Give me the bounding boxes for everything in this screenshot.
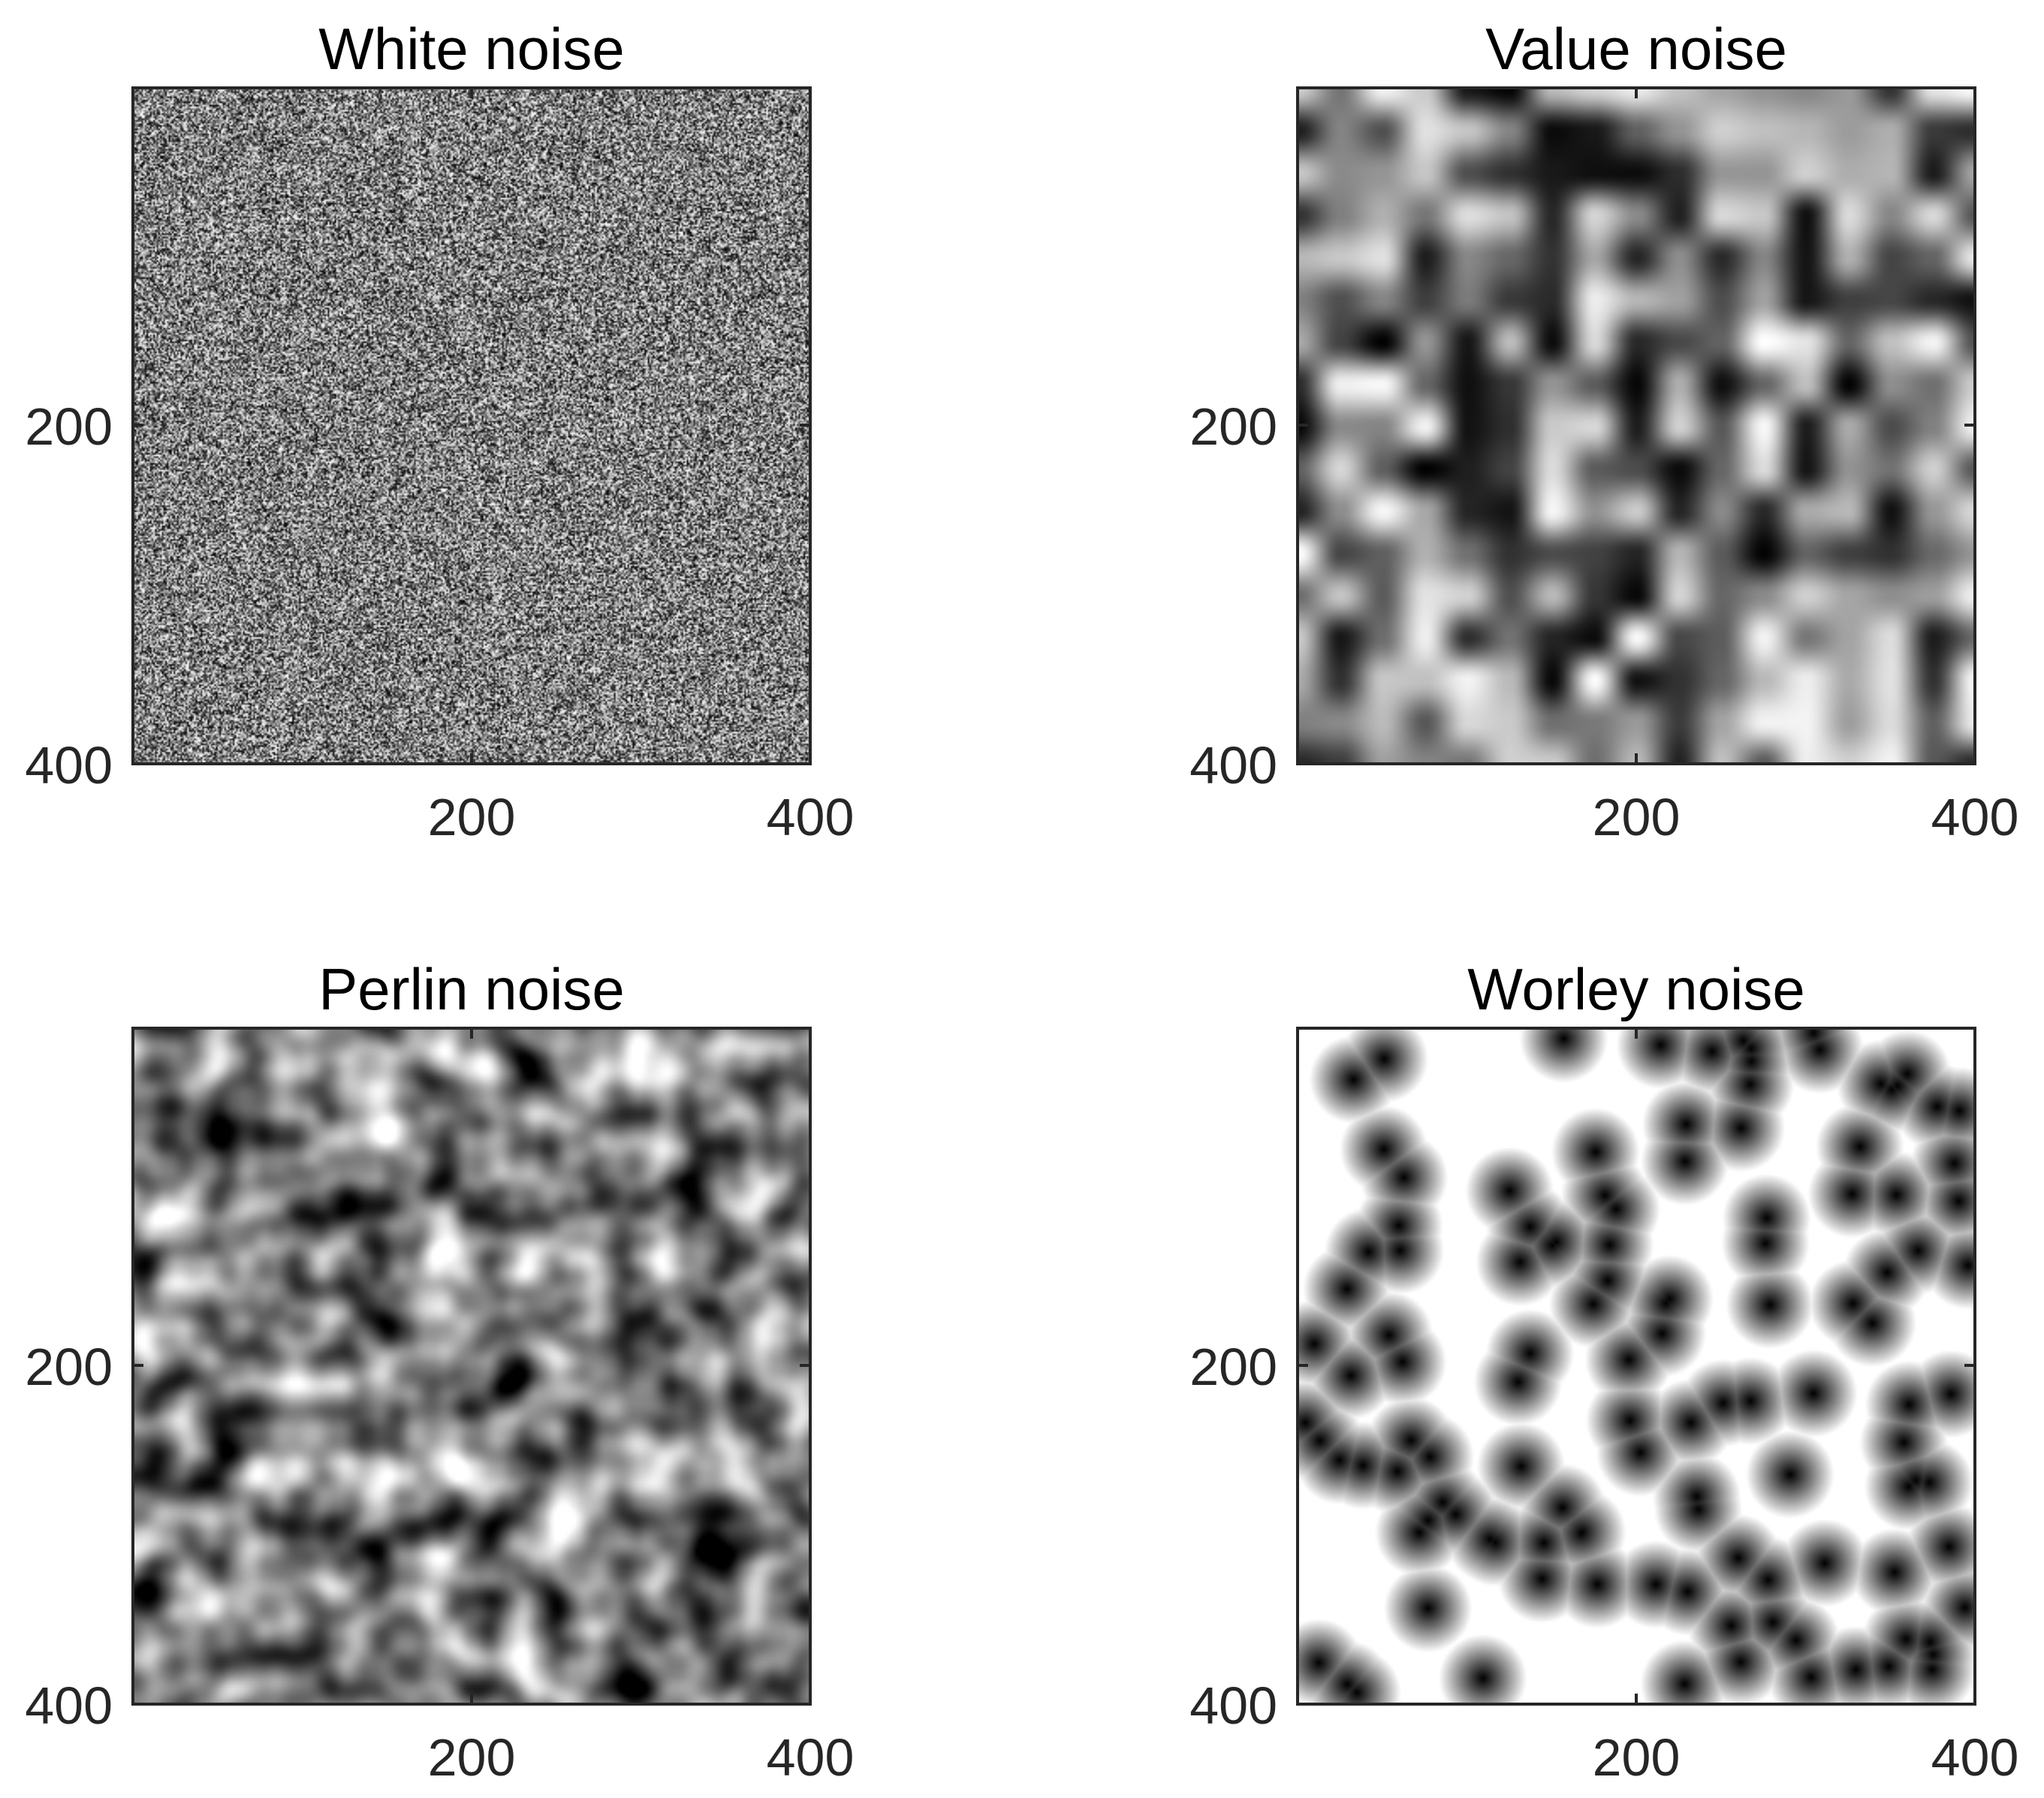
y-tick-label: 200 bbox=[1189, 397, 1277, 456]
heatmap-image bbox=[133, 1028, 810, 1704]
y-tick-label: 200 bbox=[25, 397, 113, 456]
y-tick-label: 200 bbox=[1189, 1338, 1277, 1396]
panel-white-noise: White noise 200 400 200 400 bbox=[25, 16, 854, 846]
panel-perlin-noise: Perlin noise 200 400 200 400 bbox=[25, 956, 854, 1787]
y-tick-label: 200 bbox=[25, 1338, 113, 1396]
heatmap-image bbox=[1298, 1028, 1975, 1704]
panel-title: Worley noise bbox=[1467, 956, 1804, 1022]
y-tick-label: 400 bbox=[1189, 1676, 1277, 1735]
x-tick-label: 200 bbox=[1593, 1728, 1681, 1787]
panel-worley-noise: Worley noise 200 400 200 400 bbox=[1189, 956, 2018, 1787]
heatmap-image bbox=[133, 88, 810, 764]
y-tick-label: 400 bbox=[25, 1676, 113, 1735]
panel-title: White noise bbox=[318, 16, 625, 82]
panel-title: Value noise bbox=[1485, 16, 1787, 82]
x-tick-label: 200 bbox=[1593, 788, 1681, 846]
x-tick-label: 200 bbox=[428, 788, 516, 846]
panel-title: Perlin noise bbox=[318, 956, 625, 1022]
x-tick-label: 200 bbox=[428, 1728, 516, 1787]
y-tick-label: 400 bbox=[1189, 736, 1277, 795]
x-tick-label: 400 bbox=[1931, 1728, 2019, 1787]
x-tick-label: 400 bbox=[1931, 788, 2019, 846]
panel-value-noise: Value noise 200 400 200 400 bbox=[1189, 16, 2018, 846]
x-tick-label: 400 bbox=[767, 1728, 855, 1787]
x-tick-label: 400 bbox=[767, 788, 855, 846]
heatmap-image bbox=[1298, 88, 1975, 764]
y-tick-label: 400 bbox=[25, 736, 113, 795]
